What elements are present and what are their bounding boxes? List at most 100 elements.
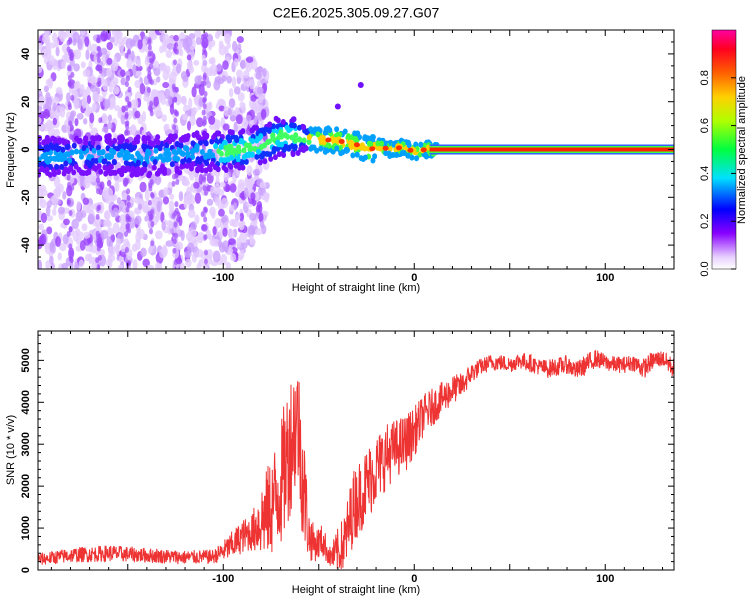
spectrogram-blob bbox=[334, 103, 341, 110]
spectrogram-streak bbox=[97, 239, 102, 246]
spectrogram-band-point bbox=[55, 156, 61, 163]
spectrogram-streak bbox=[68, 36, 73, 43]
spectrogram-speckle bbox=[245, 239, 250, 246]
spectrogram-speckle bbox=[126, 58, 133, 69]
spectrogram-speckle bbox=[100, 30, 108, 42]
spectrogram-speckle bbox=[39, 233, 47, 246]
colorbar-tick-label: 0.0 bbox=[699, 261, 711, 276]
spectrogram-band-point bbox=[196, 134, 202, 141]
spectrogram-speckle bbox=[103, 219, 108, 227]
spectrogram-speckle bbox=[55, 87, 63, 95]
spectrogram-band-point bbox=[330, 148, 336, 155]
spectrogram-speckle bbox=[212, 226, 217, 236]
spectrogram-band-point bbox=[182, 133, 188, 140]
spectrogram-speckle bbox=[239, 249, 245, 260]
spectrogram-speckle bbox=[47, 77, 54, 89]
spectrogram-speckle bbox=[216, 30, 221, 37]
spectrogram-band-point bbox=[152, 159, 158, 166]
spectrogram-speckle bbox=[40, 212, 48, 223]
spectrogram-speckle bbox=[169, 103, 175, 115]
spectrogram-speckle bbox=[81, 223, 88, 232]
spectrogram-streak bbox=[203, 96, 208, 103]
spectrogram-speckle bbox=[54, 186, 62, 198]
spectrogram-streak bbox=[203, 90, 208, 97]
spectrogram-band-point bbox=[379, 140, 385, 147]
spectrogram-speckle bbox=[79, 174, 84, 187]
spectrogram-band-point bbox=[222, 157, 228, 164]
spectrogram-band-point bbox=[234, 137, 240, 144]
spectrogram-speckle bbox=[109, 36, 115, 43]
spectrogram-band-point bbox=[98, 168, 104, 175]
spectrogram-speckle bbox=[52, 117, 58, 126]
spectrogram-speckle bbox=[156, 110, 163, 117]
spectrogram-panel: -100 0 100 -40 -20 0 20 40 Height of straight l… bbox=[5, 29, 675, 294]
spectrogram-speckle bbox=[45, 205, 51, 217]
spectrogram-band-point bbox=[285, 133, 291, 140]
spectrogram-speckle bbox=[83, 231, 91, 239]
spectrogram-band-point bbox=[314, 147, 320, 154]
spectrogram-speckle bbox=[262, 67, 267, 78]
spectrogram-streak bbox=[174, 258, 179, 265]
spectrogram-streak bbox=[173, 46, 178, 53]
spectrogram-speckle bbox=[182, 95, 187, 107]
spectrogram-hotspot bbox=[407, 147, 414, 153]
spectrogram-band-point bbox=[278, 129, 284, 136]
spectrogram-streak bbox=[173, 59, 178, 66]
spectrogram-band-point bbox=[352, 130, 358, 137]
spectrogram-band-point bbox=[39, 166, 45, 173]
spectrogram-speckle bbox=[82, 202, 91, 214]
spectrogram-speckle bbox=[260, 108, 267, 120]
spectrogram-speckle bbox=[48, 55, 55, 66]
spectrogram-streak bbox=[70, 71, 75, 78]
spectrogram-speckle bbox=[66, 92, 71, 103]
spectrogram-speckle bbox=[62, 234, 69, 245]
spectrogram-band-point bbox=[218, 144, 224, 151]
spectrogram-speckle bbox=[180, 262, 186, 269]
spectrogram-band-point bbox=[63, 166, 69, 173]
spectrogram-band-point bbox=[38, 171, 42, 178]
spectrogram-streak bbox=[174, 201, 179, 208]
figure-title: C2E6.2025.305.09.27.G07 bbox=[273, 5, 440, 21]
spectrogram-speckle bbox=[194, 192, 202, 204]
snr-xlabel: Height of straight line (km) bbox=[292, 584, 420, 596]
spectrogram-speckle bbox=[75, 228, 81, 237]
spectrogram-speckle bbox=[216, 119, 221, 130]
spectrogram-speckle bbox=[164, 123, 170, 131]
spectrogram-speckle bbox=[52, 102, 57, 112]
spectrogram-band-point bbox=[353, 137, 359, 144]
spectrogram-speckle bbox=[236, 36, 244, 44]
spectrogram-speckle bbox=[44, 101, 52, 111]
spectrogram-streak bbox=[98, 67, 103, 74]
spectrogram-hotspot bbox=[353, 142, 360, 148]
spectrogram-speckle bbox=[134, 110, 141, 119]
spectrogram-streak bbox=[125, 120, 130, 127]
spectrogram-band-point bbox=[175, 141, 181, 148]
spectrogram-speckle bbox=[229, 204, 235, 212]
spectrogram-speckle bbox=[102, 79, 109, 91]
spectrogram-streak bbox=[97, 46, 102, 53]
spectrogram-band-point bbox=[292, 145, 298, 152]
spectrogram-speckle bbox=[38, 111, 47, 119]
spectrogram-speckle bbox=[208, 41, 213, 51]
spectrogram-speckle bbox=[233, 86, 241, 95]
spectrogram-speckle bbox=[235, 214, 241, 221]
spectrogram-band-point bbox=[211, 134, 217, 141]
spectrogram-band-point bbox=[135, 159, 141, 166]
spectrogram-band-point bbox=[157, 145, 163, 152]
spectrogram-speckle bbox=[111, 30, 120, 39]
spectrogram-streak bbox=[173, 232, 178, 239]
spectrogram-speckle bbox=[160, 211, 165, 223]
spectrogram-streak bbox=[200, 34, 205, 41]
spectrogram-streak bbox=[126, 194, 131, 201]
spectrogram-xtick-label: -100 bbox=[212, 272, 234, 284]
spectrogram-speckle bbox=[258, 95, 264, 104]
spectrogram-streak bbox=[202, 184, 207, 191]
snr-frame bbox=[37, 330, 675, 571]
spectrogram-speckle bbox=[107, 114, 113, 123]
spectrogram-streak bbox=[66, 181, 71, 188]
spectrogram-speckle bbox=[186, 242, 195, 253]
spectrogram-band-point bbox=[409, 154, 415, 161]
spectrogram-band-point bbox=[40, 153, 46, 160]
spectrogram-band-point bbox=[54, 163, 60, 170]
spectrogram-streak bbox=[67, 65, 72, 72]
